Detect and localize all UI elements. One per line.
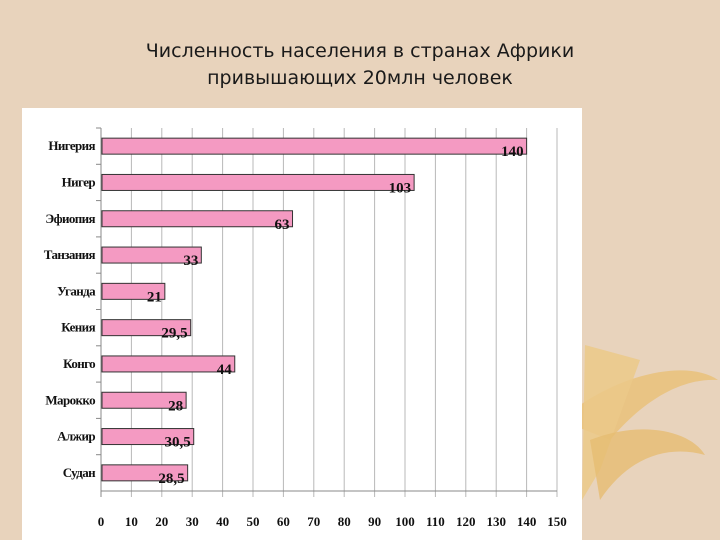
data-label: 28	[168, 398, 183, 414]
bar	[101, 137, 528, 155]
slide-title-line-1: Численность населения в странах Африки	[145, 40, 575, 62]
data-label: 21	[147, 289, 162, 305]
category-label: Конго	[63, 356, 95, 371]
data-label: 33	[183, 253, 198, 269]
x-tick-label: 80	[338, 514, 351, 529]
x-tick-label: 150	[547, 514, 567, 529]
category-label: Алжир	[57, 429, 95, 444]
bar	[101, 391, 187, 409]
category-label: Танзания	[44, 247, 96, 262]
x-tick-label: 120	[456, 514, 476, 529]
category-label: Марокко	[45, 392, 95, 407]
category-label: Эфиопия	[45, 211, 95, 226]
bar	[101, 210, 294, 228]
data-label: 63	[275, 217, 290, 233]
category-label: Уганда	[57, 283, 96, 298]
bar	[101, 246, 202, 264]
x-tick-label: 30	[186, 514, 199, 529]
bar	[101, 428, 195, 446]
bar	[101, 355, 236, 373]
category-label: Нигерия	[48, 138, 95, 153]
x-tick-label: 110	[426, 514, 445, 529]
x-tick-label: 70	[307, 514, 320, 529]
x-tick-label: 60	[277, 514, 290, 529]
data-label: 103	[389, 180, 412, 196]
data-label: 140	[501, 144, 524, 160]
bar	[101, 464, 189, 482]
data-label: 28,5	[158, 471, 184, 487]
chart-panel: 0 10 20 30 40 50 60 70 80 90 100 110 120 130 140 150 Ниг…	[22, 108, 582, 540]
bar	[101, 282, 166, 300]
x-tick-label: 10	[125, 514, 138, 529]
x-tick-label: 140	[517, 514, 537, 529]
x-tick-label: 40	[216, 514, 229, 529]
x-tick-label: 20	[155, 514, 168, 529]
category-label: Судан	[63, 465, 96, 480]
x-tick-label: 90	[368, 514, 381, 529]
data-label: 29,5	[161, 326, 187, 342]
data-label: 44	[217, 362, 233, 378]
bar	[101, 319, 192, 337]
x-tick-label: 100	[395, 514, 415, 529]
slide-title: Численность населения в странах Африки п…	[0, 38, 720, 92]
x-tick-label: 130	[486, 514, 506, 529]
x-tick-label: 50	[247, 514, 260, 529]
category-label: Нигер	[62, 174, 96, 189]
x-tick-label: 0	[98, 514, 105, 529]
category-label: Кения	[61, 320, 95, 335]
slide-title-line-2: привышающих 20млн человек	[207, 67, 513, 89]
data-label: 30,5	[164, 435, 190, 451]
bar	[101, 173, 415, 191]
population-bar-chart: 0 10 20 30 40 50 60 70 80 90 100 110 120 130 140 150 Ниг…	[44, 127, 567, 529]
